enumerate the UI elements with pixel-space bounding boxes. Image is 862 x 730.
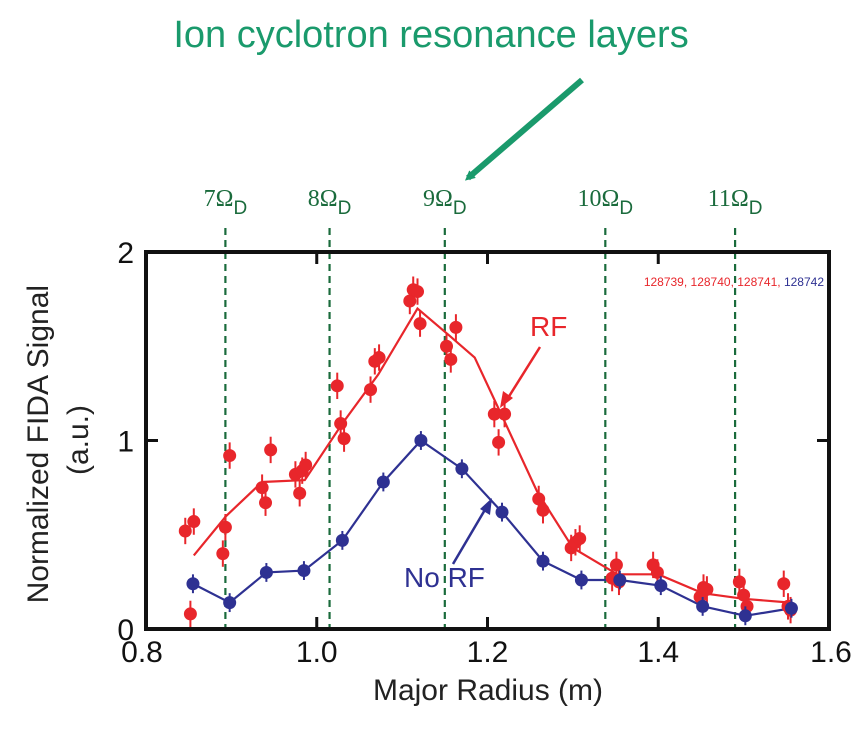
rf-point-42: [732, 575, 746, 589]
rf-point-38: [650, 565, 664, 579]
rf-arrowhead: [500, 391, 513, 408]
rf-point-7: [259, 496, 273, 510]
norf-point-12: [654, 579, 668, 593]
norf-point-0: [186, 577, 200, 591]
rf-point-21: [410, 285, 424, 299]
annotations: 128739, 128740, 128741, 128742 RF No RF: [404, 275, 824, 593]
rf-point-25: [449, 320, 463, 334]
y-tick-label-2: 2: [117, 237, 134, 270]
rf-point-41: [700, 582, 714, 596]
rf-point-10: [293, 486, 307, 500]
y-tick-label-0: 0: [117, 614, 134, 647]
title-arrow: [464, 77, 584, 181]
rf-point-3: [216, 547, 230, 561]
x-tick-label-1: 1.0: [296, 636, 338, 669]
x-axis-label: Major Radius (m): [373, 674, 603, 707]
rf-point-12: [299, 458, 313, 472]
rf-point-30: [536, 503, 550, 517]
y-axis-label: Normalized FIDA Signal (a.u.): [22, 277, 95, 604]
norf-point-15: [784, 601, 798, 615]
norf-point-7: [455, 462, 469, 476]
rf-point-24: [444, 352, 458, 366]
norf-point-9: [536, 554, 550, 568]
norf-point-4: [335, 533, 349, 547]
rf-point-4: [218, 520, 232, 534]
rf-point-27: [492, 435, 506, 449]
y-tick-label-1: 1: [117, 426, 134, 459]
x-tick-label-3: 1.4: [637, 636, 679, 669]
resonance-label-10: 10ΩD: [578, 186, 634, 219]
norf-point-1: [223, 596, 237, 610]
rf-point-6: [255, 481, 269, 495]
norf-point-10: [574, 573, 588, 587]
series-lines: [192, 306, 792, 617]
resonance-layer-group: 7ΩD 8ΩD 9ΩD 10ΩD 11ΩD: [204, 186, 763, 629]
norf-point-13: [696, 599, 710, 613]
rf-point-18: [372, 351, 386, 365]
rf-fit-line: [192, 306, 791, 604]
rf-point-23: [440, 339, 454, 353]
rf-point-5: [223, 449, 237, 463]
shot-numbers: 128739, 128740, 128741, 128742: [644, 275, 825, 289]
norf-point-8: [495, 505, 509, 519]
rf-point-43: [737, 588, 751, 602]
rf-annotation: RF: [530, 311, 567, 342]
rf-point-35: [609, 558, 623, 572]
rf-point-0: [178, 524, 192, 538]
norf-point-6: [414, 434, 428, 447]
norf-arrowhead: [480, 498, 492, 515]
norf-point-11: [613, 573, 627, 587]
rf-point-2: [187, 515, 201, 529]
rf-point-45: [777, 577, 791, 591]
chart-title: Ion cyclotron resonance layers: [173, 14, 689, 56]
rf-point-33: [573, 532, 587, 546]
rf-annotation-arrow: [506, 346, 542, 399]
rf-point-15: [337, 432, 351, 446]
resonance-label-9: 9ΩD: [423, 186, 467, 219]
rf-point-26: [487, 407, 501, 421]
axis-ticks: 0.8 1.0 1.2 1.4 1.6 0 1 2: [117, 237, 852, 669]
rf-point-8: [264, 443, 278, 457]
rf-point-28: [498, 407, 512, 421]
resonance-label-7: 7ΩD: [204, 186, 248, 219]
rf-point-1: [183, 607, 197, 621]
norf-annotation-arrow: [451, 507, 488, 565]
resonance-label-11: 11ΩD: [708, 186, 763, 219]
rf-point-13: [330, 379, 344, 393]
series-points: [178, 276, 798, 628]
x-tick-label-0: 0.8: [121, 636, 163, 669]
norf-point-2: [259, 565, 273, 579]
x-tick-label-4: 1.6: [810, 636, 852, 669]
norf-point-14: [738, 609, 752, 623]
rf-point-14: [334, 417, 348, 431]
norf-point-5: [376, 475, 390, 489]
rf-point-16: [364, 383, 378, 397]
rf-point-29: [532, 492, 546, 506]
resonance-label-8: 8ΩD: [308, 186, 352, 219]
norf-line: [192, 439, 792, 617]
rf-point-22: [413, 317, 427, 331]
x-tick-label-2: 1.2: [467, 636, 509, 669]
norf-point-3: [297, 564, 311, 578]
norf-annotation: No RF: [404, 562, 485, 593]
plot-frame: [144, 250, 831, 631]
